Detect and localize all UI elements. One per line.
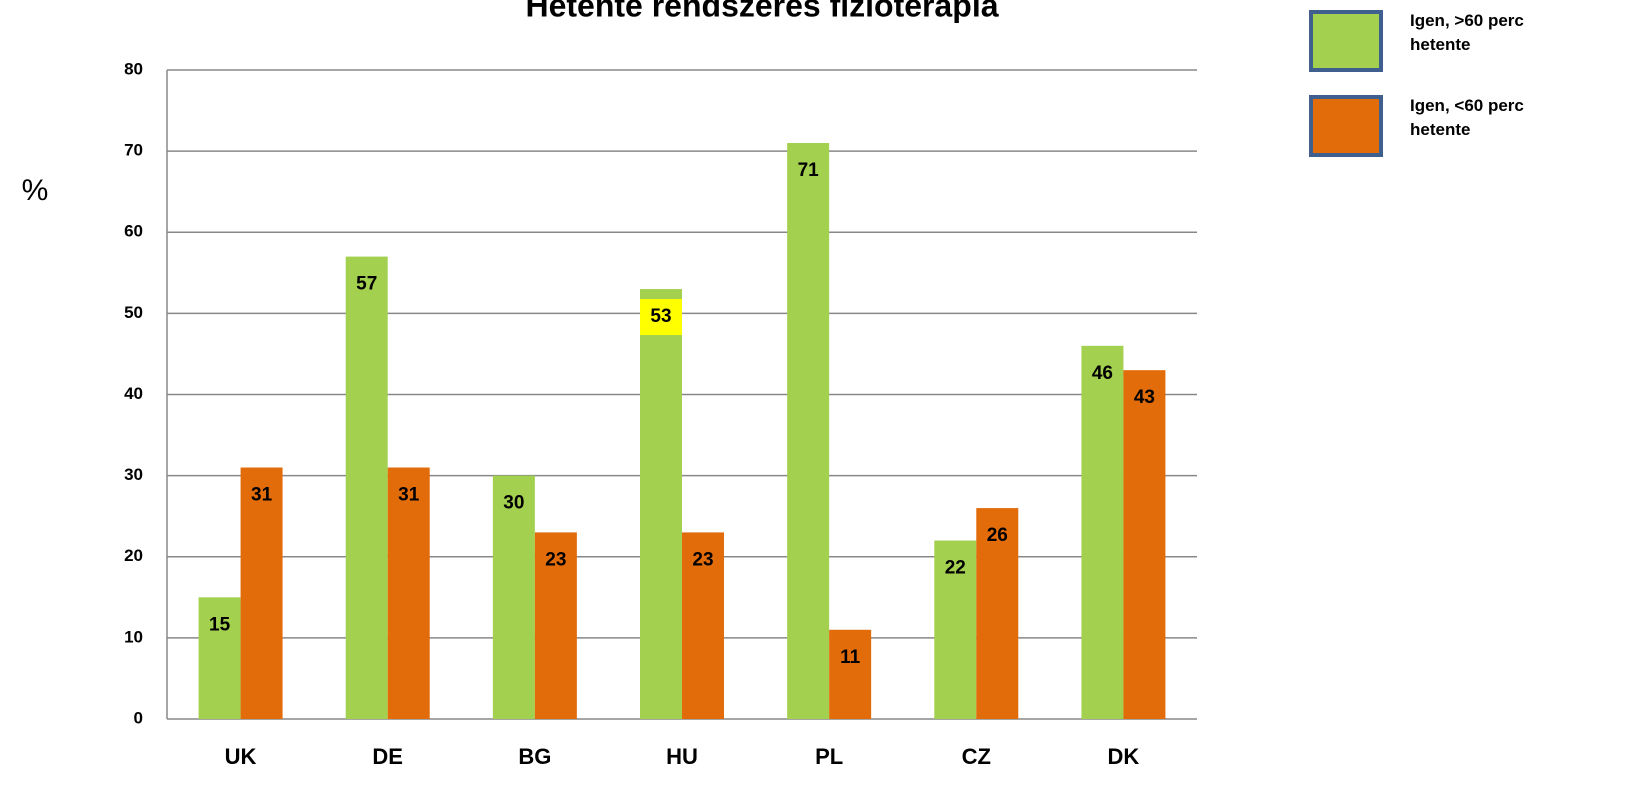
bar: [829, 629, 872, 719]
bar: [787, 143, 830, 719]
value-label: 57: [356, 274, 377, 295]
y-tick-label: 30: [124, 465, 143, 484]
y-tick-label: 10: [124, 627, 143, 646]
bar: [198, 597, 241, 719]
x-tick-label: CZ: [962, 744, 991, 769]
bar: [240, 467, 283, 719]
y-tick-label: 20: [124, 546, 143, 565]
y-tick-label: 50: [124, 303, 143, 322]
value-label: 22: [945, 558, 966, 579]
bar: [492, 475, 535, 719]
bar: [1081, 345, 1124, 719]
legend-swatch: [1309, 95, 1383, 157]
y-tick-label: 40: [124, 384, 143, 403]
value-label: 23: [545, 549, 566, 570]
value-label: 15: [209, 614, 231, 635]
bar: [387, 467, 430, 719]
value-label: 53: [650, 306, 671, 327]
x-tick-label: HU: [666, 744, 698, 769]
bar: [345, 256, 388, 719]
bar: [682, 532, 724, 719]
y-tick-label: 0: [134, 708, 143, 727]
value-label: 71: [798, 160, 820, 181]
x-tick-label: BG: [518, 744, 551, 769]
label-highlight: [640, 299, 682, 336]
legend-swatch: [1309, 10, 1383, 72]
bar: [934, 540, 977, 719]
legend-label: Igen, <60 perc hetente: [1410, 96, 1524, 139]
chart-title: Hetente rendszeres fizioterápia: [525, 0, 998, 23]
value-label: 30: [503, 493, 524, 514]
value-label: 46: [1092, 363, 1113, 384]
bar: [534, 532, 577, 719]
value-label: 26: [987, 525, 1008, 546]
x-tick-label: DK: [1108, 744, 1140, 769]
y-tick-label: 60: [124, 222, 143, 241]
value-label: 31: [251, 485, 273, 506]
legend-label: Igen, >60 perc hetente: [1410, 11, 1524, 54]
x-tick-label: DE: [372, 744, 403, 769]
bar: [640, 289, 682, 719]
bar: [1123, 370, 1166, 719]
value-label: 23: [692, 549, 713, 570]
value-label: 43: [1134, 387, 1155, 408]
x-tick-label: UK: [225, 744, 257, 769]
y-axis-label: %: [22, 174, 49, 207]
value-label: 11: [840, 647, 861, 668]
value-label: 31: [398, 485, 420, 506]
x-tick-label: PL: [815, 744, 843, 769]
y-tick-label: 80: [124, 59, 143, 78]
y-tick-label: 70: [124, 141, 143, 160]
bar: [976, 508, 1019, 719]
